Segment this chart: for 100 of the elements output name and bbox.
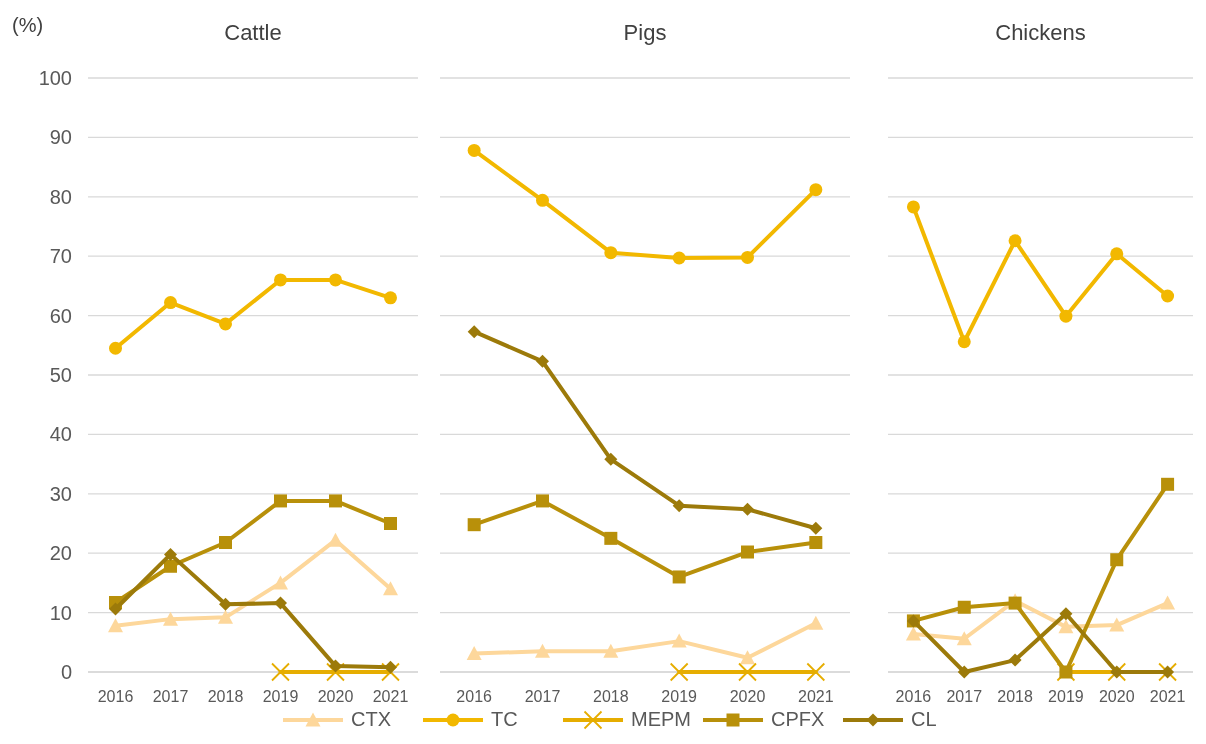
x-tick-label: 2019 — [661, 688, 698, 705]
point — [219, 317, 232, 331]
x-tick-label: 2020 — [317, 688, 354, 705]
y-tick-label: 90 — [49, 126, 72, 149]
point — [1008, 234, 1022, 248]
point — [604, 246, 618, 260]
point — [274, 494, 287, 508]
point — [1008, 653, 1022, 667]
point — [164, 296, 177, 310]
x-tick-label: 2019 — [262, 688, 299, 705]
x-tick-label: 2017 — [152, 688, 189, 705]
x-tick-label: 2018 — [593, 688, 629, 705]
x-tick-label: 2018 — [207, 688, 244, 705]
point — [604, 531, 618, 545]
point — [672, 251, 686, 265]
y-tick-label: 30 — [49, 482, 72, 505]
point — [164, 547, 177, 561]
point — [1058, 619, 1074, 634]
point — [466, 646, 482, 661]
y-tick-label: 80 — [49, 185, 72, 208]
point — [603, 643, 619, 658]
y-tick-label: 10 — [49, 601, 72, 624]
x-tick-label: 2021 — [1149, 688, 1186, 705]
chart-title: Pigs — [623, 20, 667, 45]
y-tick-label: 70 — [49, 245, 72, 268]
point — [806, 662, 826, 682]
point — [956, 631, 972, 646]
x-tick-label: 2016 — [456, 688, 493, 705]
y-tick-label: 60 — [49, 304, 72, 327]
x-tick-label: 2017 — [524, 688, 561, 705]
point — [164, 559, 177, 573]
x-tick-label: 2021 — [372, 688, 409, 705]
point — [669, 662, 689, 682]
x-tick-label: 2017 — [946, 688, 983, 705]
point — [740, 650, 755, 665]
point — [219, 597, 232, 611]
point — [328, 532, 343, 547]
y-tick-label: 20 — [49, 542, 72, 565]
point — [957, 600, 971, 614]
point — [1059, 607, 1073, 621]
point — [809, 183, 823, 197]
legend-label: TC — [491, 708, 518, 730]
x-tick-label: 2016 — [97, 688, 134, 705]
point — [809, 521, 823, 535]
point — [536, 354, 549, 368]
x-tick-label: 2020 — [1098, 688, 1135, 705]
point — [536, 193, 549, 207]
chart-title: Chickens — [995, 20, 1086, 45]
point — [536, 494, 549, 508]
point — [1110, 247, 1124, 261]
point — [957, 335, 971, 349]
point — [384, 660, 397, 674]
y-tick-label: 50 — [49, 364, 72, 386]
point — [741, 502, 754, 516]
point — [1160, 595, 1176, 610]
point — [273, 575, 288, 590]
point — [384, 517, 397, 530]
point — [467, 325, 481, 339]
y-tick-label: 40 — [49, 423, 72, 446]
point — [604, 452, 618, 466]
point — [271, 662, 290, 682]
point — [808, 615, 824, 630]
x-tick-label: 2020 — [729, 688, 766, 705]
x-tick-label: 2021 — [798, 688, 834, 705]
point — [535, 643, 550, 658]
legend-label: CTX — [351, 708, 391, 730]
point — [738, 662, 757, 682]
point — [906, 200, 920, 214]
point — [467, 143, 481, 157]
point — [329, 659, 342, 673]
point — [109, 341, 122, 355]
point — [218, 609, 233, 624]
chart-title: Cattle — [224, 20, 282, 45]
point — [274, 596, 287, 610]
point — [274, 273, 287, 287]
point — [109, 602, 122, 616]
y-tick-label: 0 — [60, 661, 72, 683]
point — [1161, 289, 1175, 303]
point — [957, 665, 971, 679]
point — [741, 250, 754, 264]
point — [1109, 617, 1125, 632]
point — [905, 626, 921, 641]
point — [326, 662, 345, 682]
point — [1110, 553, 1124, 567]
point — [741, 545, 754, 559]
legend-label: CPFX — [771, 708, 825, 730]
point — [108, 618, 123, 633]
y-tick-label: 100 — [38, 67, 72, 89]
x-tick-label: 2019 — [1048, 688, 1084, 705]
point — [381, 662, 400, 682]
point — [219, 536, 232, 550]
x-tick-label: 2018 — [997, 688, 1033, 705]
x-tick-label: 2016 — [895, 688, 932, 705]
point — [1161, 477, 1175, 491]
point — [1059, 309, 1073, 323]
point — [809, 536, 823, 550]
legend-label: MEPM — [631, 708, 691, 730]
point — [384, 291, 397, 305]
y-axis-title: (%) — [12, 14, 44, 36]
point — [672, 499, 686, 513]
